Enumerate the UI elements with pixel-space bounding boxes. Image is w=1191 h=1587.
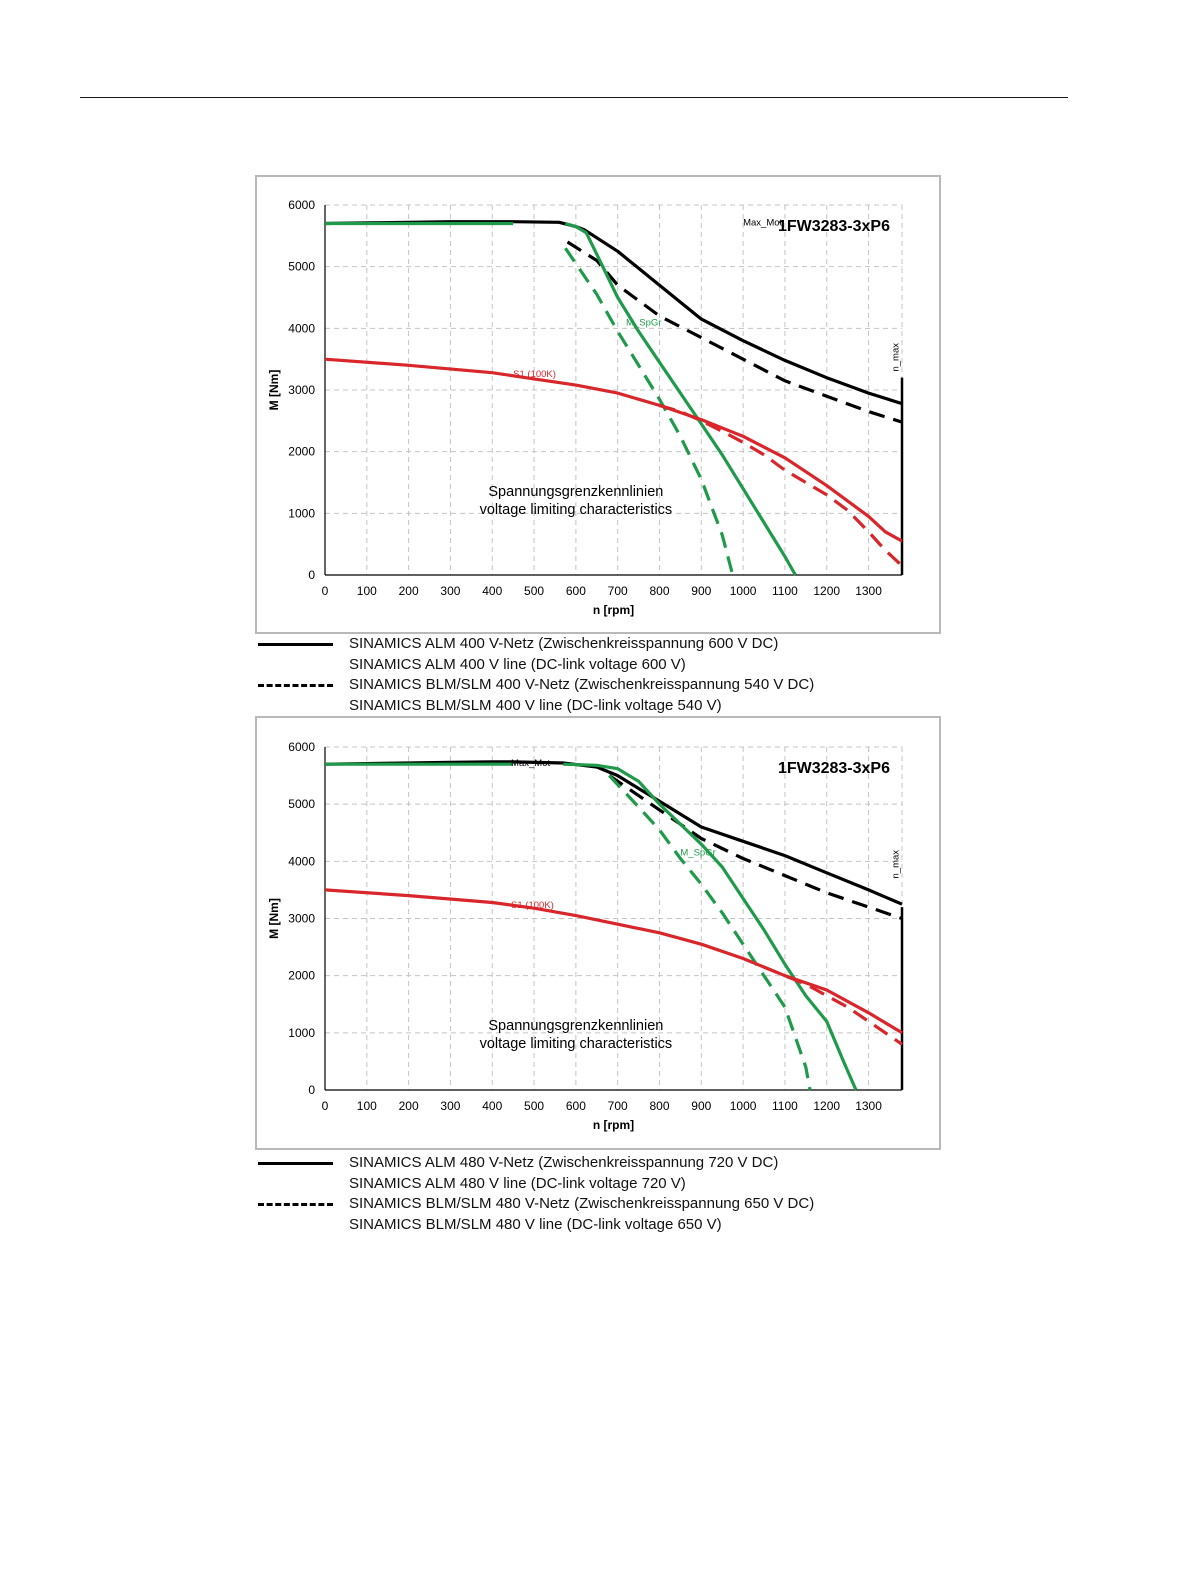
- x-tick-label: 1100: [772, 1099, 798, 1113]
- header-rule: [80, 97, 1068, 98]
- chart-title: 1FW3283-3xP6: [778, 760, 890, 777]
- annotation-line-2: voltage limiting characteristics: [480, 502, 673, 518]
- label-m-spgr: M_SpGr: [626, 317, 661, 328]
- y-axis-title: M [Nm]: [267, 898, 281, 939]
- legend-text: SINAMICS BLM/SLM 480 V-Netz (Zwischenkre…: [349, 1195, 815, 1212]
- legend-text: SINAMICS BLM/SLM 480 V line (DC-link vol…: [349, 1215, 722, 1233]
- x-tick-label: 1000: [730, 1099, 757, 1113]
- x-tick-label: 200: [399, 584, 419, 598]
- x-tick-label: 200: [399, 1099, 419, 1113]
- series-line-m-spgr-blm: [608, 774, 812, 1091]
- legend-text: SINAMICS BLM/SLM 400 V line (DC-link vol…: [349, 696, 722, 714]
- x-tick-label: 1200: [813, 584, 840, 598]
- legend-solid-line: [258, 643, 333, 646]
- y-tick-label: 4000: [288, 321, 315, 335]
- series-line-s1-blm: [763, 965, 903, 1046]
- series-line-m-spgr-alm: [563, 762, 858, 1091]
- x-tick-label: 600: [566, 1099, 586, 1113]
- annotation-line-1: Spannungsgrenzkennlinien: [488, 484, 663, 500]
- x-tick-label: 800: [649, 584, 669, 598]
- x-tick-label: 400: [482, 584, 502, 598]
- label-max-mot: Max_Mot: [743, 218, 782, 229]
- annotation-line-2: voltage limiting characteristics: [480, 1036, 673, 1052]
- y-tick-label: 3000: [288, 383, 315, 397]
- x-tick-label: 500: [524, 1099, 544, 1113]
- x-tick-label: 600: [566, 584, 586, 598]
- x-tick-label: 800: [649, 1099, 669, 1113]
- y-tick-label: 1000: [288, 506, 315, 520]
- legend-text: SINAMICS ALM 480 V line (DC-link voltage…: [349, 1174, 686, 1192]
- x-tick-label: 1100: [772, 584, 798, 598]
- x-tick-label: 0: [322, 1099, 329, 1113]
- x-tick-label: 100: [357, 1099, 377, 1113]
- x-tick-label: 1300: [855, 584, 882, 598]
- series-line-max-mot-blm: [608, 774, 903, 921]
- x-tick-label: 300: [440, 1099, 460, 1113]
- x-axis-title: n [rpm]: [593, 603, 634, 617]
- label-max-mot: Max_Mot: [511, 758, 550, 769]
- legend-text: SINAMICS ALM 400 V line (DC-link voltage…: [349, 655, 686, 673]
- series-line-m-spgr-blm: [564, 247, 735, 576]
- series-line-m-spgr-alm: [564, 221, 797, 576]
- x-tick-label: 900: [691, 1099, 711, 1113]
- y-tick-label: 6000: [288, 198, 315, 212]
- y-tick-label: 0: [308, 1083, 315, 1097]
- x-tick-label: 0: [322, 584, 329, 598]
- y-tick-label: 6000: [288, 740, 315, 754]
- x-tick-label: 300: [440, 584, 460, 598]
- annotation-line-1: Spannungsgrenzkennlinien: [488, 1018, 663, 1034]
- x-tick-label: 900: [691, 584, 711, 598]
- x-tick-label: 1300: [855, 1099, 882, 1113]
- label-n-max: n_max: [891, 850, 902, 879]
- x-tick-label: 400: [482, 1099, 502, 1113]
- x-tick-label: 700: [608, 1099, 628, 1113]
- label-m-spgr: M_SpGr: [680, 848, 715, 859]
- y-tick-label: 2000: [288, 969, 315, 983]
- torque-speed-chart-2: 0 100 200 300 400 500 600 700 800 900 1000 1100 1200…: [267, 740, 904, 1132]
- label-n-max: n_max: [891, 343, 902, 372]
- series-line-s1-alm: [324, 357, 903, 543]
- legend-dashed-line: [258, 684, 333, 687]
- chart-panel-1: 0 100 200 300 400 500 600 700 800 900 1000 1100 1200…: [255, 175, 941, 634]
- legend-text: SINAMICS ALM 480 V-Netz (Zwischenkreissp…: [349, 1154, 779, 1171]
- y-tick-label: 2000: [288, 445, 315, 459]
- series-line-s1-blm: [659, 403, 904, 567]
- x-tick-label: 1000: [730, 584, 757, 598]
- series-line-max-mot-alm: [324, 760, 903, 906]
- legend-dashed-line: [258, 1203, 333, 1206]
- legend-text: SINAMICS ALM 400 V-Netz (Zwischenkreissp…: [349, 635, 779, 652]
- y-tick-label: 4000: [288, 854, 315, 868]
- label-s1: S1 (100K): [513, 369, 556, 380]
- y-tick-label: 1000: [288, 1026, 315, 1040]
- series-line-s1-alm: [324, 888, 903, 1035]
- legend-text: SINAMICS BLM/SLM 400 V-Netz (Zwischenkre…: [349, 676, 815, 693]
- series-line-max-mot-alm: [324, 220, 903, 406]
- chart-title: 1FW3283-3xP6: [778, 218, 890, 235]
- torque-speed-chart-1: 0 100 200 300 400 500 600 700 800 900 1000 1100 1200…: [267, 198, 904, 617]
- y-axis-title: M [Nm]: [267, 370, 281, 411]
- x-tick-label: 100: [357, 584, 377, 598]
- y-tick-label: 5000: [288, 797, 315, 811]
- x-tick-label: 500: [524, 584, 544, 598]
- legend-solid-line: [258, 1162, 333, 1165]
- y-tick-label: 3000: [288, 912, 315, 926]
- y-tick-label: 0: [308, 568, 315, 582]
- x-axis-title: n [rpm]: [593, 1118, 634, 1132]
- label-s1: S1 (100K): [511, 900, 554, 911]
- x-tick-label: 1200: [813, 1099, 840, 1113]
- x-tick-label: 700: [608, 584, 628, 598]
- chart-panel-2: 0 100 200 300 400 500 600 700 800 900 1000 1100 1200…: [255, 716, 941, 1150]
- y-tick-label: 5000: [288, 260, 315, 274]
